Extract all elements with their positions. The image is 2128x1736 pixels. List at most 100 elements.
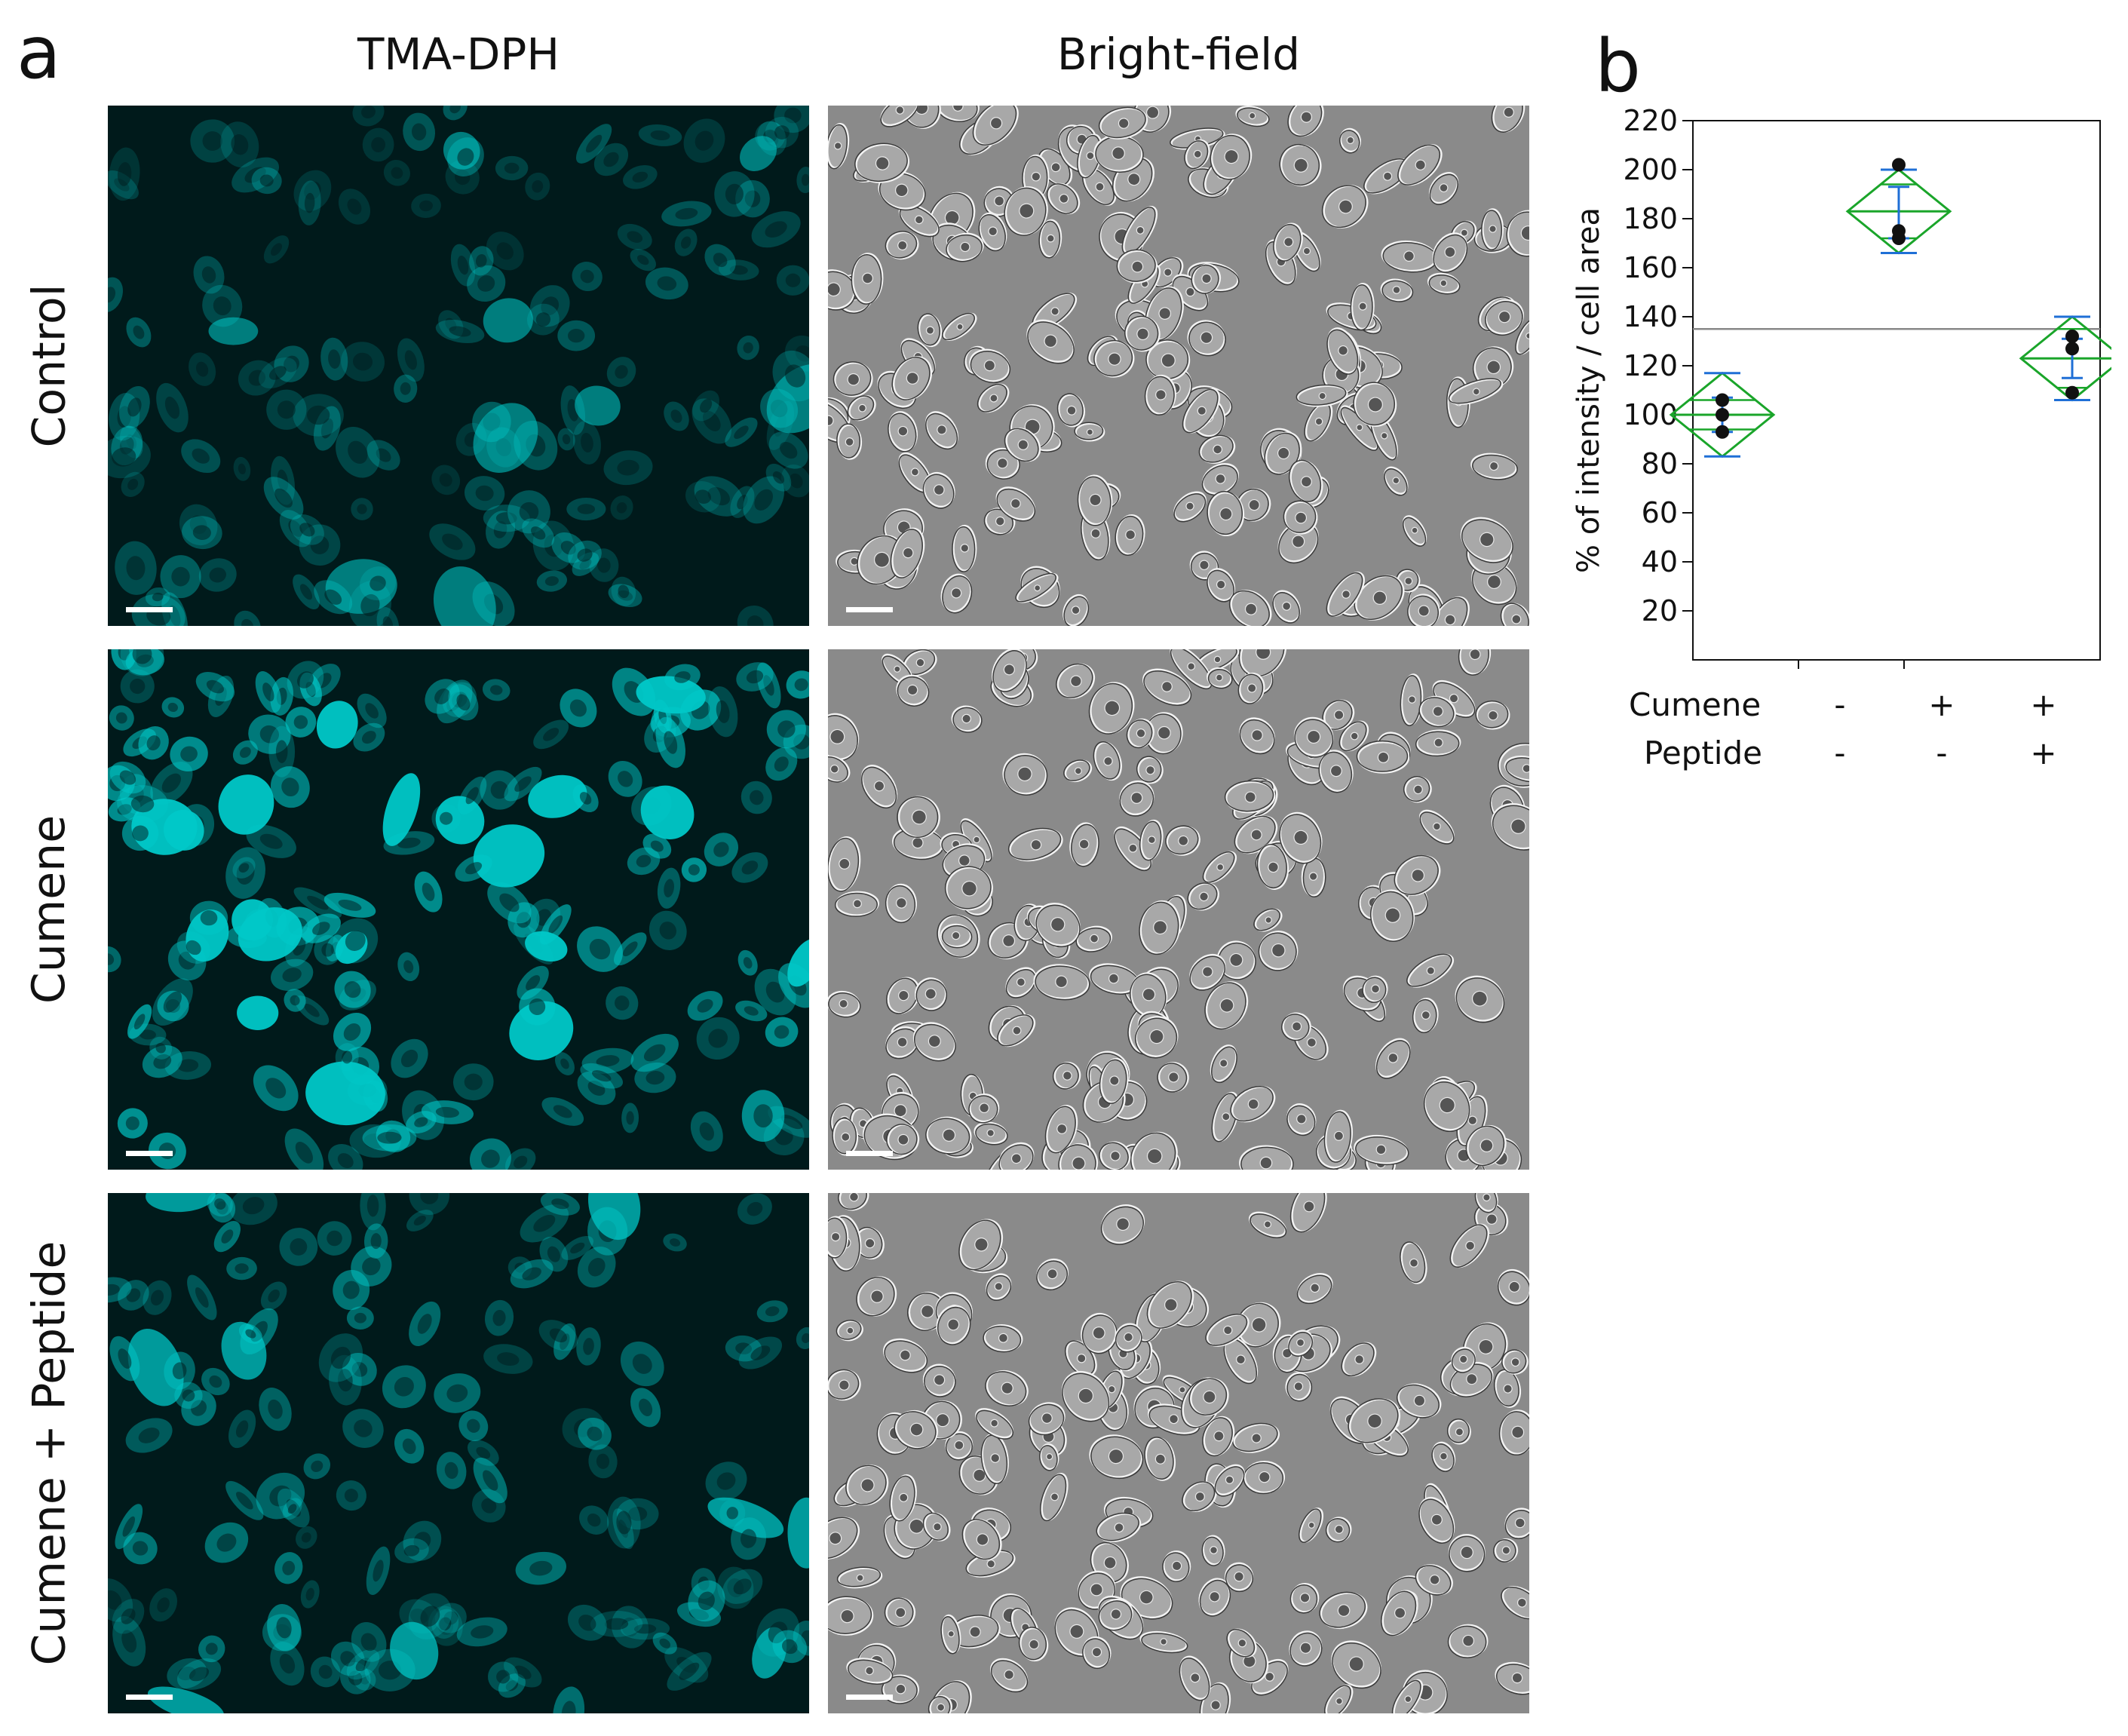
cell [1350,283,1375,331]
cell [897,796,940,839]
cell [421,1100,474,1124]
cell [218,774,274,835]
cell [940,1614,961,1655]
cell [664,401,689,431]
micrograph-control-bright-field [828,106,1529,626]
cell [796,166,809,194]
cell [1039,1443,1059,1471]
cell [1052,1062,1081,1090]
y-tick-label: 100 [1623,398,1678,431]
cell [1504,1507,1529,1540]
cell [1472,346,1514,388]
cell [408,1593,452,1639]
cell [213,1221,241,1253]
cell [751,211,801,248]
cell [397,338,425,382]
cell [164,1351,195,1390]
cell [561,1235,594,1260]
cell [1115,514,1145,556]
cell [566,497,606,521]
cell [997,1014,1036,1047]
cell [397,952,420,982]
cell [1474,1193,1498,1213]
cell [1500,603,1529,626]
cell [1204,981,1249,1030]
cell [765,747,798,781]
cell [108,1578,133,1622]
cell [411,193,441,218]
cell [828,755,851,783]
cell [263,477,304,520]
cell [473,403,538,473]
cell [406,1210,434,1231]
cell [834,891,879,917]
cell [1237,672,1265,704]
cell [888,411,918,452]
cell [572,262,603,292]
cell [1475,700,1510,730]
cell [1289,1193,1327,1233]
cell [431,804,461,833]
cell [115,1504,143,1550]
cell [1287,1330,1314,1357]
cell [1455,975,1505,1023]
cell [560,689,597,728]
cell [486,232,524,271]
condition-label-peptide: Peptide [1644,735,1762,771]
cell [1380,278,1414,302]
cell [1182,388,1221,434]
cell [1090,1541,1130,1584]
cell [1179,1655,1211,1701]
cell [1427,272,1461,295]
cell [1056,663,1096,699]
cell [270,766,310,808]
cell [922,1363,956,1397]
cell [587,1193,641,1241]
cell [504,1657,542,1688]
cell [540,1193,580,1216]
cell [1202,1415,1235,1457]
cell [1375,1038,1411,1079]
cell [187,1274,217,1320]
cell [300,1580,320,1609]
cell [557,320,596,351]
cell [1058,1143,1099,1170]
cell [346,1649,380,1680]
cell [120,669,155,704]
cell [318,1333,363,1382]
condition-sign: + [1928,686,1955,723]
condition-sign: - [1936,735,1948,771]
cell [1063,759,1093,783]
cell [303,1453,331,1480]
cell [473,1457,507,1504]
data-point [1892,232,1906,245]
cell [351,1622,387,1662]
cell [935,106,980,123]
cell [630,1033,679,1072]
data-point [1716,408,1729,422]
cell [117,785,169,823]
column-header-tma-dph: TMA-DPH [357,29,560,80]
cell [484,1299,514,1336]
cell [382,1365,426,1409]
cell [536,570,568,592]
cell [786,670,809,699]
cell [138,725,169,760]
group-1 [1669,371,1776,459]
cell [301,913,341,943]
cell [310,1656,341,1688]
cell [383,159,410,186]
cell [117,1108,148,1139]
cell [425,679,460,714]
y-tick-label: 160 [1623,251,1678,284]
cell [1187,320,1226,357]
cell [284,989,306,1012]
cell [1144,374,1176,416]
cell [150,761,193,805]
cell [1400,673,1424,726]
cell [382,773,421,846]
cell [305,1061,385,1126]
cell [1412,997,1439,1034]
cell [1423,1079,1471,1132]
cell [696,1017,740,1060]
